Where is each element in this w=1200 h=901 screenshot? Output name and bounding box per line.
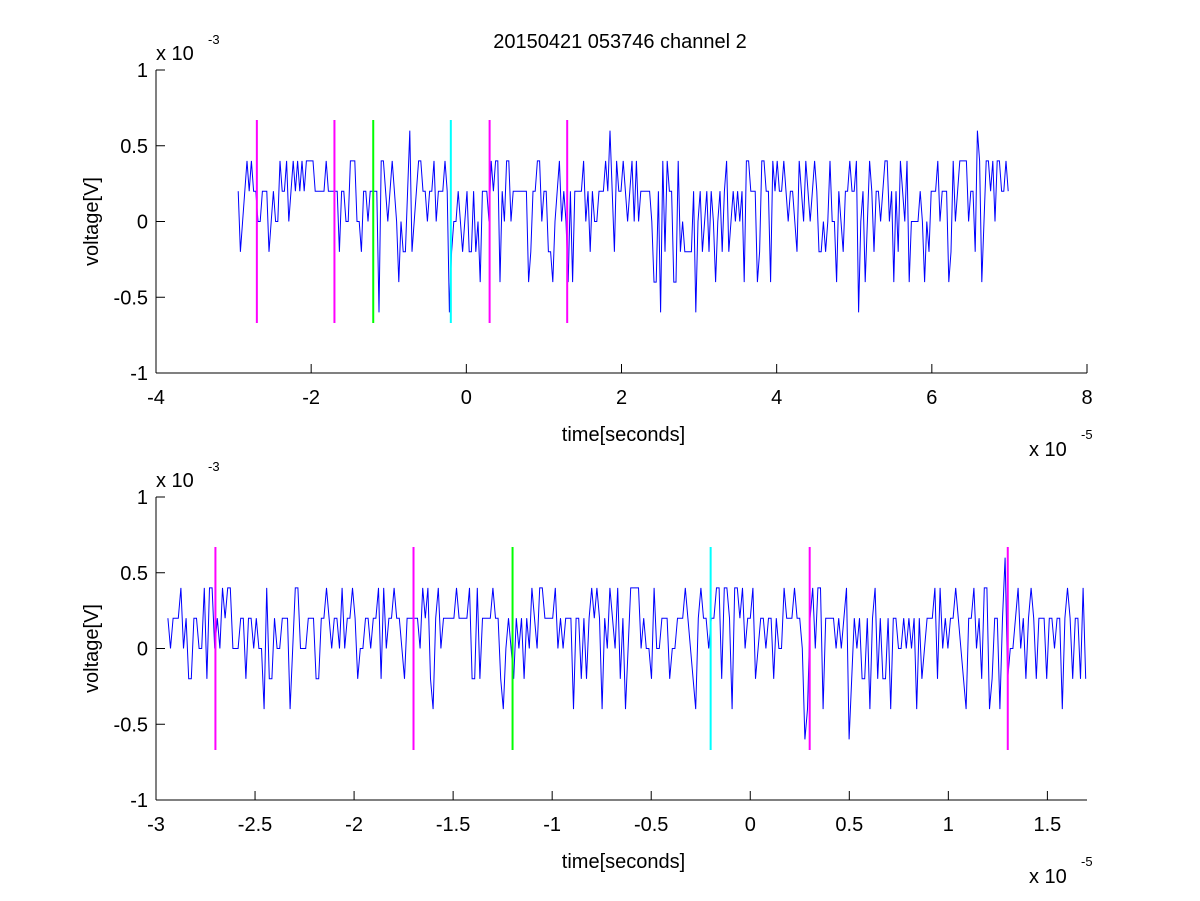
- y-exponent: -3: [208, 459, 220, 474]
- x-tick-label: 4: [771, 387, 782, 409]
- y-tick-label: 0.5: [120, 563, 148, 585]
- y-tick-label: 1: [137, 60, 148, 82]
- x-tick-label: -2: [345, 814, 363, 836]
- x-tick-label: -0.5: [634, 814, 668, 836]
- x-tick-label: 1.5: [1033, 814, 1061, 836]
- x-tick-label: 0: [745, 814, 756, 836]
- signal-trace: [237, 130, 1009, 313]
- x-tick-label: 6: [926, 387, 937, 409]
- x-exponent: -5: [1081, 427, 1093, 442]
- x-tick-label: -2.5: [238, 814, 272, 836]
- x-exponent-label: x 10: [1029, 439, 1067, 461]
- y-tick-label: 0: [137, 212, 148, 234]
- x-axis-label: time[seconds]: [562, 851, 685, 873]
- y-tick-label: -1: [130, 363, 148, 385]
- x-tick-label: 1: [943, 814, 954, 836]
- y-exponent-label: x 10: [156, 470, 194, 492]
- x-exponent: -5: [1081, 854, 1093, 869]
- x-tick-label: -1.5: [436, 814, 470, 836]
- y-tick-label: 0.5: [120, 136, 148, 158]
- figure-title: 20150421 053746 channel 2: [493, 31, 747, 53]
- signal-trace: [167, 557, 1087, 740]
- y-exponent: -3: [208, 32, 220, 47]
- x-tick-label: -4: [147, 387, 165, 409]
- x-tick-label: 2: [616, 387, 627, 409]
- x-axis-label: time[seconds]: [562, 424, 685, 446]
- x-tick-label: -3: [147, 814, 165, 836]
- x-tick-label: 8: [1081, 387, 1092, 409]
- x-tick-label: 0.5: [835, 814, 863, 836]
- y-exponent-label: x 10: [156, 43, 194, 65]
- y-tick-label: 0: [137, 639, 148, 661]
- x-exponent-label: x 10: [1029, 866, 1067, 888]
- top-axes: -4 -2 0 2 4 6 8 -1 -0.5 0 0.5 1 time[seconds] voltage…: [81, 32, 1093, 461]
- x-tick-label: -1: [543, 814, 561, 836]
- y-tick-label: 1: [137, 487, 148, 509]
- y-tick-label: -1: [130, 790, 148, 812]
- bottom-axes: -3 -2.5 -2 -1.5 -1 -0.5 0 0.5 1 1.5 -1 -0.5 0 0.5 1 tim…: [81, 459, 1093, 888]
- y-tick-label: -0.5: [114, 287, 148, 309]
- x-tick-label: 0: [461, 387, 472, 409]
- y-axis-label: voltage[V]: [81, 177, 103, 266]
- y-tick-label: -0.5: [114, 714, 148, 736]
- x-tick-label: -2: [302, 387, 320, 409]
- y-axis-label: voltage[V]: [81, 604, 103, 693]
